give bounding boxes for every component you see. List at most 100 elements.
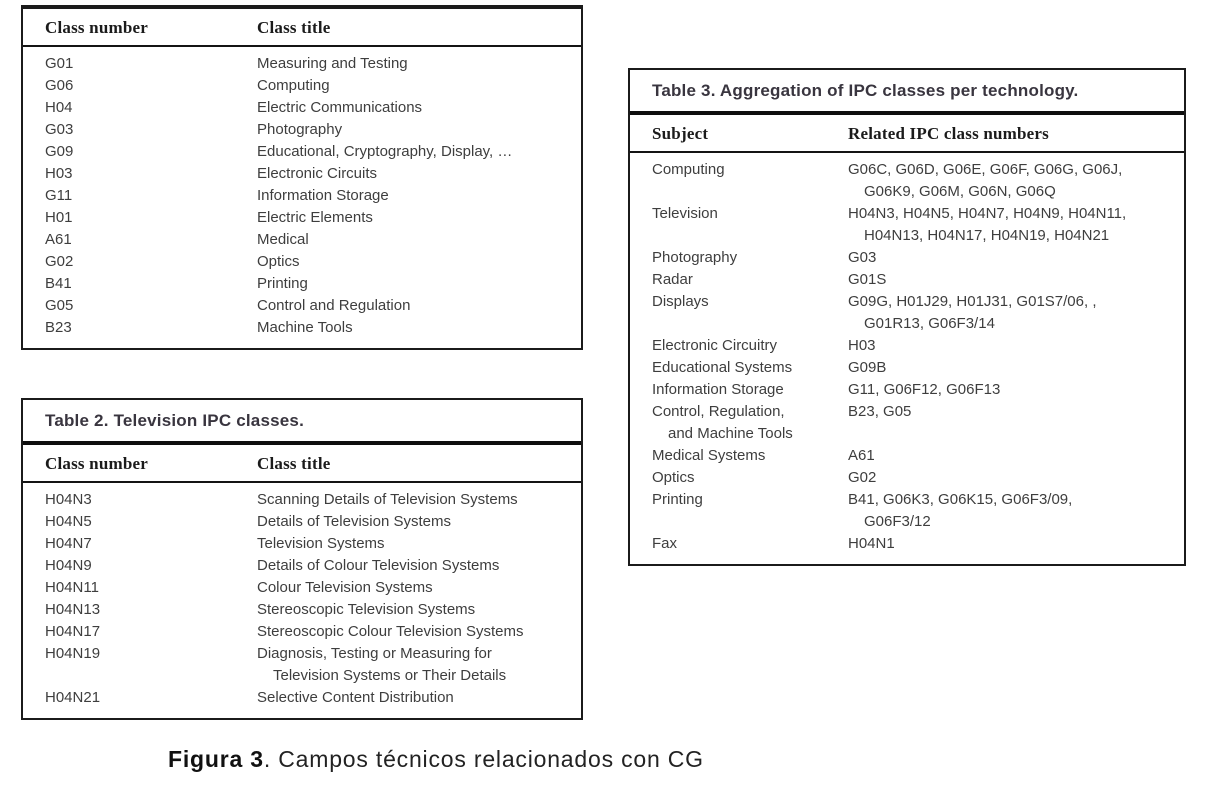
cell-line: H04N3 [45,491,92,508]
related-ipc-cell: H04N3, H04N5, H04N7, H04N9, H04N11, H04N1… [848,203,1184,247]
class-title-cell: Information Storage [257,185,581,207]
class-number-cell: H04N19 [23,643,257,687]
subject-cell: Displays [630,291,848,335]
related-ipc-cell: G09B [848,357,1184,379]
cell-line: G03 [45,121,74,138]
figure-caption-text: . Campos técnicos relacionados con CG [263,746,704,772]
subject-cell: Computing [630,159,848,203]
cell-line: Computing [652,161,725,178]
table-row: G05 Control and Regulation [23,295,581,317]
table-row: Photography G03 [630,247,1184,269]
subject-cell: Television [630,203,848,247]
class-number-cell: G01 [23,53,257,75]
class-title-cell: Photography [257,119,581,141]
class-title-cell: Measuring and Testing [257,53,581,75]
class-number-cell: H03 [23,163,257,185]
class-number-cell: G03 [23,119,257,141]
cell-line: Electric Communications [257,99,423,116]
cell-line: Fax [652,535,678,552]
cell-line: H03 [45,165,73,182]
class-number-cell: B23 [23,317,257,339]
subject-cell: Radar [630,269,848,291]
table-row: G09 Educational, Cryptography, Display, … [23,141,581,163]
cell-line: H04N19 [45,645,101,662]
class-number-cell: G05 [23,295,257,317]
cell-line: H04 [45,99,73,116]
figure-caption: Figura 3. Campos técnicos relacionados c… [168,746,704,773]
table-row: G06 Computing [23,75,581,97]
table-row: B23 Machine Tools [23,317,581,339]
related-ipc-cell: G06C, G06D, G06E, G06F, G06G, G06J, G06K9… [848,159,1184,203]
table-row: H03 Electronic Circuits [23,163,581,185]
cell-line: Optics [257,253,300,270]
cell-line: Displays [652,293,709,310]
cell-line: Radar [652,271,693,288]
class-number-cell: G02 [23,251,257,273]
cell-line: Selective Content Distribution [257,689,454,706]
table-row: Information Storage G11, G06F12, G06F13 [630,379,1184,401]
cell-line: Medical [257,231,309,248]
table-body: Computing G06C, G06D, G06E, G06F, G06G, G… [630,153,1184,564]
table-row: Television H04N3, H04N5, H04N7, H04N9, H0… [630,203,1184,247]
cell-line: Printing [652,491,703,508]
cell-line: Scanning Details of Television Systems [257,491,518,508]
cell-line: H04N11 [45,579,99,596]
cell-line: A61 [45,231,72,248]
class-number-cell: G06 [23,75,257,97]
table-row: Educational Systems G09B [630,357,1184,379]
class-number-header: Class number [45,454,148,473]
related-ipc-cell: B23, G05 [848,401,1184,445]
cell-line: G01R13, G06F3/14 [864,315,995,332]
related-ipc-cell: B41, G06K3, G06K15, G06F3/09, G06F3/12 [848,489,1184,533]
related-ipc-cell: G01S [848,269,1184,291]
related-ipc-header: Related IPC class numbers [848,124,1049,143]
subject-cell: Information Storage [630,379,848,401]
cell-line: G05 [45,297,74,314]
table-title-box: Table 3. Aggregation of IPC classes per … [630,70,1184,115]
class-number-header: Class number [45,18,148,37]
cell-line: Diagnosis, Testing or Measuring for [257,645,492,662]
table-row: H01 Electric Elements [23,207,581,229]
cell-line: B41, G06K3, G06K15, G06F3/09, [848,491,1073,508]
cell-line: G02 [848,469,877,486]
class-title-cell: Stereoscopic Colour Television Systems [257,621,581,643]
table-title-box: Table 2. Television IPC classes. [23,400,581,445]
class-title-cell: Electronic Circuits [257,163,581,185]
table-row: G11 Information Storage [23,185,581,207]
cell-line: H04N21 [45,689,101,706]
class-number-cell: B41 [23,273,257,295]
cell-line: Photography [257,121,343,138]
subject-cell: Fax [630,533,848,555]
cell-line: Printing [257,275,308,292]
subject-cell: Optics [630,467,848,489]
cell-line: H04N17 [45,623,101,640]
class-title-cell: Electric Elements [257,207,581,229]
table-row: Displays G09G, H01J29, H01J31, G01S7/06, … [630,291,1184,335]
cell-line: Electronic Circuitry [652,337,778,354]
cell-line: Colour Television Systems [257,579,433,596]
ipc-aggregation-table: Table 3. Aggregation of IPC classes per … [628,68,1186,566]
cell-line: Television Systems or Their Details [273,667,507,684]
class-number-cell: G11 [23,185,257,207]
cell-line: G06K9, G06M, G06N, G06Q [864,183,1056,200]
table-row: H04N19 Diagnosis, Testing or Measuring fo… [23,643,581,687]
subject-cell: Photography [630,247,848,269]
table-row: H04N3 Scanning Details of Television Syst… [23,489,581,511]
class-title-cell: Printing [257,273,581,295]
cell-line: B23 [45,319,72,336]
cell-line: Electronic Circuits [257,165,378,182]
cell-line: G06C, G06D, G06E, G06F, G06G, G06J, [848,161,1123,178]
cell-line: and Machine Tools [668,425,793,442]
table-header-row: Subject Related IPC class numbers [630,115,1184,153]
table-row: Control, Regulation, and Machine Tools B23… [630,401,1184,445]
table-row: B41 Printing [23,273,581,295]
table-row: Optics G02 [630,467,1184,489]
table-row: G02 Optics [23,251,581,273]
table-row: H04N7 Television Systems [23,533,581,555]
cell-line: Photography [652,249,738,266]
class-title-cell: Details of Colour Television Systems [257,555,581,577]
cell-line: Electric Elements [257,209,373,226]
cell-line: Educational, Cryptography, Display, … [257,143,513,160]
table-row: H04N9 Details of Colour Television System… [23,555,581,577]
